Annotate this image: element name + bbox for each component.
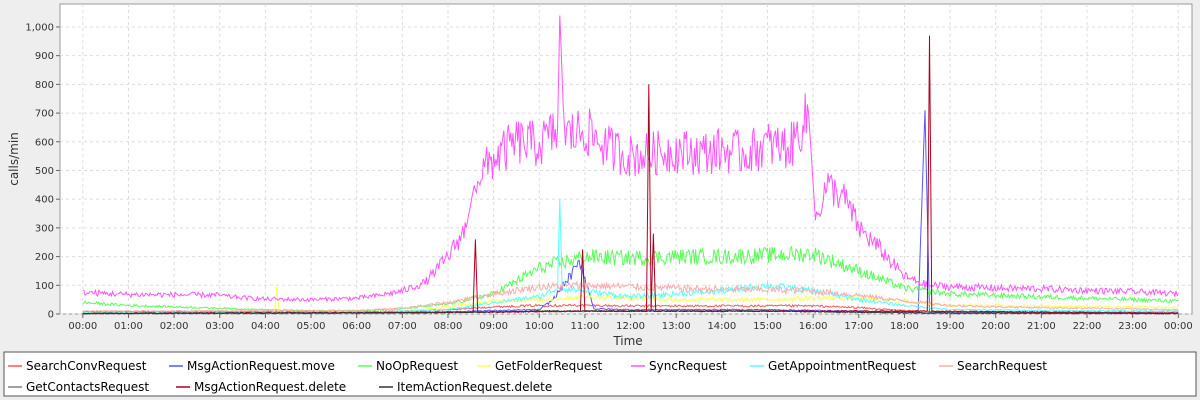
x-tick-label: 07:00: [388, 321, 417, 332]
x-tick-label: 16:00: [799, 321, 828, 332]
x-tick-label: 04:00: [251, 321, 280, 332]
legend-label: SearchRequest: [957, 359, 1047, 373]
x-tick-label: 01:00: [114, 321, 143, 332]
x-tick-label: 06:00: [342, 321, 371, 332]
y-tick-label: 900: [35, 51, 54, 62]
legend-label: MsgActionRequest.delete: [194, 380, 346, 394]
legend-label: GetAppointmentRequest: [768, 359, 916, 373]
legend-label: MsgActionRequest.move: [187, 359, 335, 373]
legend-label: GetContactsRequest: [26, 380, 149, 394]
x-tick-label: 09:00: [479, 321, 508, 332]
x-tick-label: 00:00: [1164, 321, 1193, 332]
x-tick-label: 18:00: [890, 321, 919, 332]
legend-label: SearchConvRequest: [26, 359, 147, 373]
x-tick-label: 14:00: [707, 321, 736, 332]
legend-label: GetFolderRequest: [495, 359, 603, 373]
y-tick-label: 400: [35, 195, 54, 206]
plot-area: [59, 3, 1193, 315]
x-tick-label: 22:00: [1073, 321, 1102, 332]
x-tick-label: 20:00: [981, 321, 1010, 332]
y-tick-label: 300: [35, 223, 54, 234]
y-tick-label: 600: [35, 137, 54, 148]
y-tick-label: 700: [35, 109, 54, 120]
series-line-4: [82, 15, 1179, 303]
legend-label: SyncRequest: [649, 359, 727, 373]
y-tick-label: 200: [35, 252, 54, 263]
y-tick-label: 100: [35, 281, 54, 292]
x-axis-title: Time: [612, 334, 642, 348]
x-axis: 00:00 01:00 02:00 03:00 04:00 05:00 06:00 07:00…: [68, 314, 1193, 332]
x-tick-label: 13:00: [662, 321, 691, 332]
x-tick-label: 21:00: [1027, 321, 1056, 332]
legend-box: [3, 351, 1197, 397]
y-axis-title: calls/min: [7, 132, 21, 186]
legend-label: ItemActionRequest.delete: [397, 380, 552, 394]
x-tick-label: 23:00: [1118, 321, 1147, 332]
series-lines: [82, 15, 1179, 315]
x-tick-label: 05:00: [297, 321, 326, 332]
legend-label: NoOpRequest: [376, 359, 458, 373]
x-tick-label: 03:00: [205, 321, 234, 332]
y-axis: 0 100 200 300 400 500 600 700 800 900 1,000: [25, 22, 60, 321]
series-line-6: [82, 280, 1179, 313]
y-tick-label: 800: [35, 80, 54, 91]
y-tick-label: 0: [48, 310, 54, 321]
x-tick-label: 08:00: [434, 321, 463, 332]
x-tick-label: 00:00: [68, 321, 97, 332]
x-tick-label: 12:00: [616, 321, 645, 332]
x-tick-label: 17:00: [844, 321, 873, 332]
x-tick-label: 19:00: [936, 321, 965, 332]
series-line-9: [82, 309, 1179, 315]
series-line-2: [82, 245, 1179, 312]
x-tick-label: 02:00: [160, 321, 189, 332]
x-tick-label: 11:00: [571, 321, 600, 332]
x-tick-label: 15:00: [753, 321, 782, 332]
legend: SearchConvRequest MsgActionRequest.move No…: [8, 359, 1047, 394]
y-tick-label: 1,000: [25, 22, 54, 33]
x-tick-label: 10:00: [525, 321, 554, 332]
y-tick-label: 500: [35, 166, 54, 177]
